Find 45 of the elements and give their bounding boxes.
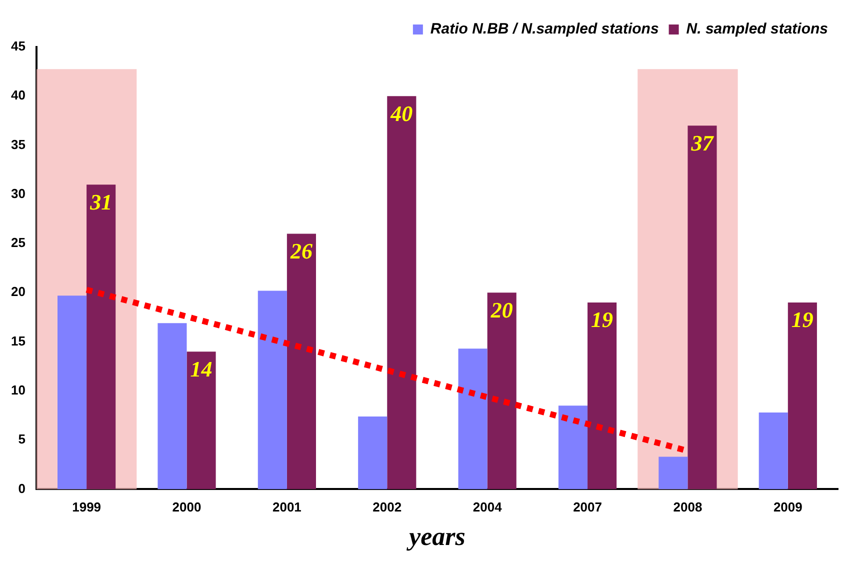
bar xyxy=(758,412,788,490)
y-tick-label: 10 xyxy=(10,382,26,398)
data-label: 31 xyxy=(89,189,112,214)
data-label: 20 xyxy=(490,297,513,322)
x-tick-label: 2007 xyxy=(573,500,602,515)
bar xyxy=(258,290,287,490)
x-tick-label: 2004 xyxy=(472,500,503,515)
data-label: 19 xyxy=(591,307,614,332)
bar xyxy=(458,348,488,490)
bar xyxy=(358,416,388,490)
x-tick-label: 2000 xyxy=(172,500,202,515)
y-tick-label: 0 xyxy=(18,480,26,496)
x-tick-label: 2009 xyxy=(773,500,802,515)
y-tick-label: 5 xyxy=(18,432,26,447)
bar xyxy=(558,406,588,490)
bar xyxy=(658,456,688,490)
y-tick-label: 45 xyxy=(10,38,26,54)
bar xyxy=(86,184,116,490)
data-label: 37 xyxy=(690,130,714,156)
legend-label: N. sampled stations xyxy=(686,20,828,38)
x-tick-label: 2002 xyxy=(372,500,402,515)
bar xyxy=(387,96,416,490)
data-label: 40 xyxy=(390,100,413,126)
legend-label: Ratio N.BB / N.sampled stations xyxy=(430,20,659,38)
y-tick-label: 25 xyxy=(10,235,26,250)
bar xyxy=(588,302,617,490)
bar xyxy=(788,302,817,490)
x-tick-label: 2008 xyxy=(673,500,702,515)
data-label: 26 xyxy=(289,238,312,264)
bar xyxy=(58,296,87,490)
bar xyxy=(688,126,717,490)
y-tick-label: 35 xyxy=(10,136,26,152)
bar xyxy=(158,323,187,490)
y-tick-label: 30 xyxy=(10,186,26,201)
y-tick-label: 20 xyxy=(10,284,26,300)
y-tick-label: 15 xyxy=(10,333,26,348)
x-axis-title: years xyxy=(406,522,466,552)
bar xyxy=(487,292,516,490)
x-tick-label: 2001 xyxy=(272,500,302,515)
y-tick-label: 40 xyxy=(10,88,26,103)
data-label: 19 xyxy=(791,307,814,332)
bar xyxy=(186,352,216,490)
data-label: 14 xyxy=(190,356,212,382)
bar xyxy=(286,234,316,490)
x-tick-label: 1999 xyxy=(72,500,102,515)
